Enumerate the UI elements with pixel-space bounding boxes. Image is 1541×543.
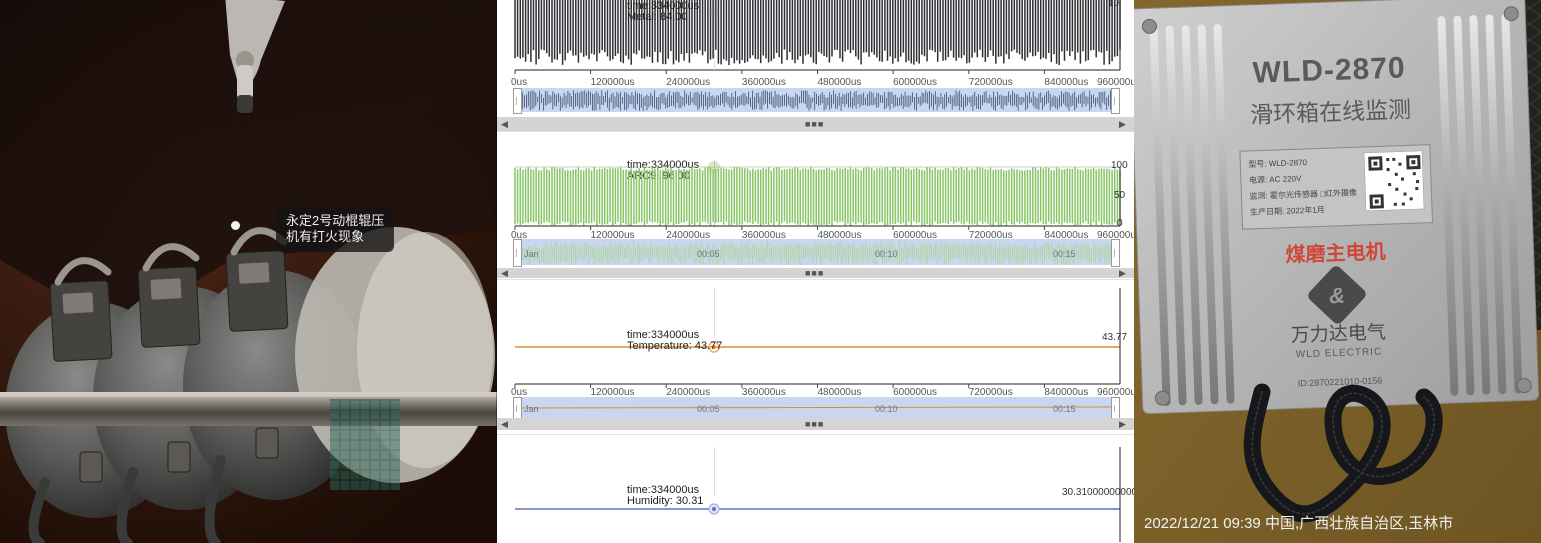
svg-text:电源: AC 220V: 电源: AC 220V	[1249, 173, 1302, 185]
svg-text:WLD-2870: WLD-2870	[1252, 51, 1406, 89]
svg-text:万力达电气: 万力达电气	[1290, 321, 1386, 346]
svg-text:煤磨主电机: 煤磨主电机	[1285, 239, 1386, 266]
svg-text:2022/12/21 09:39 中国,广西壮族自治区,玉: 2022/12/21 09:39 中国,广西壮族自治区,玉林市	[1144, 515, 1453, 532]
svg-text:&: &	[1329, 283, 1346, 309]
